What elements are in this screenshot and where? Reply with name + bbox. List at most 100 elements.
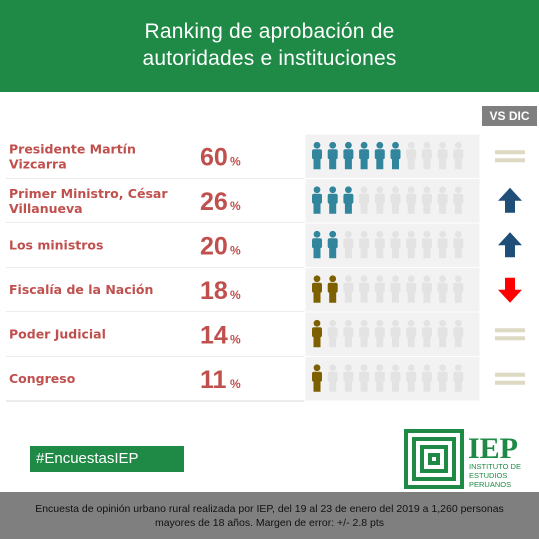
person-icon — [437, 364, 448, 392]
person-icon — [421, 186, 432, 214]
percent-sign: % — [230, 377, 241, 391]
person-icon — [406, 319, 417, 348]
survey-note-line-2: mayores de 18 años. Margen de error: +/-… — [154, 517, 385, 529]
person-icon — [390, 230, 401, 259]
equal-icon — [495, 328, 525, 333]
percent-sign: % — [230, 243, 241, 257]
table-row — [6, 356, 305, 401]
hashtag-label: #EncuestasIEP — [30, 446, 184, 472]
person-icon — [359, 364, 370, 392]
row-label: Presidente Martín — [9, 141, 136, 156]
person-icon — [406, 275, 417, 303]
table-row — [6, 134, 305, 179]
value-label: 20 — [200, 232, 228, 260]
person-icon — [453, 230, 464, 259]
table-row — [6, 223, 305, 268]
person-icon — [390, 319, 401, 348]
equal-icon-bar — [495, 380, 525, 385]
person-icon — [359, 141, 370, 170]
person-icon — [327, 230, 338, 259]
row-label: Poder Judicial — [9, 326, 106, 341]
person-icon — [406, 364, 417, 392]
person-icon — [374, 230, 385, 259]
title-line-2: autoridades e instituciones — [142, 47, 397, 70]
person-icon — [312, 141, 322, 170]
person-icon — [437, 319, 448, 348]
row-label: Primer Ministro, César — [9, 186, 168, 201]
person-icon — [421, 364, 432, 392]
title-line-1: Ranking de aprobación de — [144, 20, 395, 43]
person-icon — [374, 364, 385, 392]
person-icon — [453, 186, 464, 214]
logo-line-1: INSTITUTO DE — [469, 462, 521, 471]
percent-sign: % — [230, 332, 241, 346]
percent-sign: % — [230, 199, 241, 213]
arrow-up-icon — [498, 187, 522, 213]
equal-icon-bar — [495, 158, 525, 163]
row-label: Los ministros — [9, 237, 103, 252]
person-icon — [312, 364, 322, 392]
table-row — [6, 267, 305, 312]
person-icon — [343, 230, 354, 259]
person-icon — [359, 230, 370, 259]
person-icon — [327, 364, 338, 392]
row-label: Congreso — [9, 371, 76, 386]
value-label: 11 — [200, 366, 227, 394]
person-icon — [343, 364, 354, 392]
person-icon — [374, 275, 385, 303]
person-icon — [390, 275, 401, 303]
survey-note: Encuesta de opinión urbano rural realiza… — [10, 502, 529, 530]
person-icon — [406, 230, 417, 259]
comparison-badge: VS DIC — [482, 106, 537, 126]
person-icon — [343, 275, 354, 303]
person-icon — [312, 230, 322, 259]
iep-emblem-icon — [404, 429, 464, 489]
person-icon — [437, 186, 448, 214]
person-icon — [343, 186, 354, 214]
person-icon — [374, 141, 385, 170]
equal-icon-bar — [495, 336, 525, 341]
logo-line-2: ESTUDIOS — [469, 471, 507, 480]
person-icon — [374, 319, 385, 348]
person-icon — [390, 186, 401, 214]
person-icon — [453, 364, 464, 392]
person-icon — [453, 319, 464, 348]
person-icon — [453, 275, 464, 303]
person-icon — [437, 230, 448, 259]
arrow-down-icon — [498, 277, 522, 303]
person-icon — [390, 364, 401, 392]
logo-line-3: PERUANOS — [469, 480, 511, 489]
table-row — [6, 178, 305, 223]
person-icon — [421, 141, 432, 170]
percent-sign: % — [230, 288, 241, 302]
person-icon — [437, 275, 448, 303]
person-icon — [406, 186, 417, 214]
table-row — [6, 312, 305, 357]
person-icon — [359, 319, 370, 348]
value-label: 60 — [200, 143, 228, 171]
person-icon — [359, 275, 370, 303]
person-icon — [421, 319, 432, 348]
percent-sign: % — [230, 154, 241, 168]
person-icon — [437, 141, 448, 170]
person-icon — [312, 319, 322, 348]
row-label: Villanueva — [9, 201, 83, 216]
footer-banner: Encuesta de opinión urbano rural realiza… — [0, 492, 539, 539]
iep-logo: IEP INSTITUTO DE ESTUDIOS PERUANOS — [404, 429, 521, 489]
person-icon — [390, 141, 401, 170]
equal-icon — [495, 150, 525, 155]
person-icon — [327, 186, 338, 214]
logo-acronym: IEP — [468, 432, 518, 465]
person-icon — [359, 186, 370, 214]
person-icon — [327, 275, 338, 303]
person-icon — [343, 319, 354, 348]
value-label: 18 — [200, 277, 228, 305]
person-icon — [327, 141, 338, 170]
survey-note-line-1: Encuesta de opinión urbano rural realiza… — [35, 503, 504, 515]
value-label: 14 — [200, 321, 228, 349]
arrow-up-icon — [498, 232, 522, 258]
person-icon — [312, 186, 322, 214]
person-icon — [312, 275, 322, 303]
person-icon — [406, 141, 417, 170]
